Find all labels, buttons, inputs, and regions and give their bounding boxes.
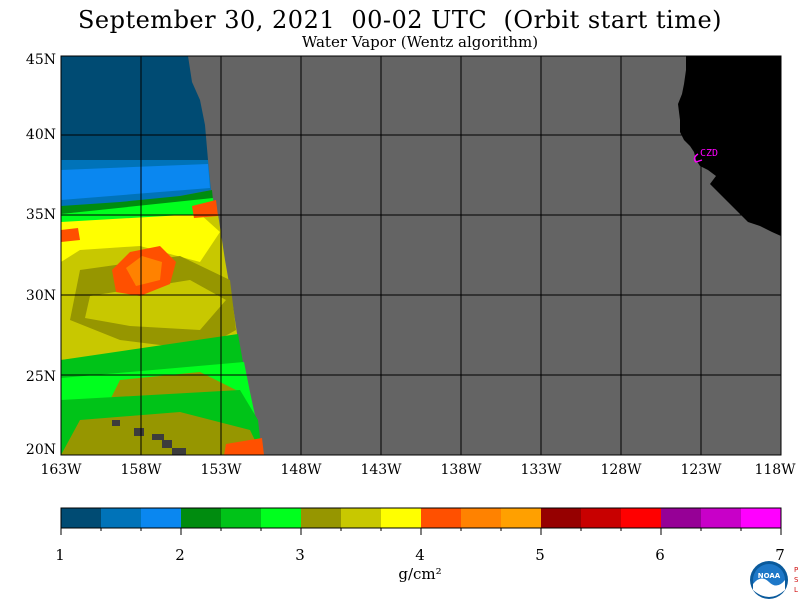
colorbar-swatch [301,508,341,528]
colorbar-swatch [101,508,141,528]
colorbar-tick-label: 7 [775,546,785,564]
colorbar-swatch [141,508,181,528]
svg-text:L: L [794,586,798,594]
hawaiian-islands [112,420,186,455]
station-label: CZD [700,148,718,159]
colorbar [60,507,782,535]
colorbar-swatch [221,508,261,528]
svg-text:S: S [794,576,799,584]
lat-label: 30N [25,288,56,304]
colorbar-tick-label: 2 [175,546,185,564]
map-frame [60,55,782,456]
colorbar-swatch [421,508,461,528]
lon-label: 158W [120,462,162,478]
colorbar-swatch [741,508,781,528]
colorbar-tick-label: 1 [55,546,65,564]
station-marker: CZD [693,148,718,163]
lat-label: 20N [25,442,56,458]
colorbar-swatch [501,508,541,528]
lon-label: 133W [520,462,562,478]
lon-label: 118W [754,462,796,478]
colorbar-swatch [661,508,701,528]
colorbar-swatch [261,508,301,528]
satellite-swath [61,56,264,455]
colorbar-swatch [581,508,621,528]
lon-label: 163W [40,462,82,478]
svg-text:NOAA: NOAA [758,572,781,580]
lat-lon-grid [61,56,781,455]
colorbar-swatch [341,508,381,528]
lon-label: 153W [200,462,242,478]
colorbar-swatch [541,508,581,528]
lat-label: 25N [25,369,56,385]
colorbar-tick-label: 3 [295,546,305,564]
map-subtitle: Water Vapor (Wentz algorithm) [301,33,539,51]
colorbar-swatch [61,508,101,528]
colorbar-swatch [701,508,741,528]
noaa-logo: NOAA P S L [750,561,799,599]
lat-label: 45N [25,52,56,68]
colorbar-tick-label: 6 [655,546,665,564]
svg-text:P: P [794,566,798,574]
colorbar-tick-label: 5 [535,546,545,564]
colorbar-swatch [181,508,221,528]
map-title: September 30, 2021 00-02 UTC (Orbit star… [77,6,723,34]
colorbar-units: g/cm² [398,565,442,583]
north-america-land [678,56,781,236]
colorbar-swatch [621,508,661,528]
colorbar-swatch [381,508,421,528]
lat-label: 35N [25,207,56,223]
colorbar-swatch [461,508,501,528]
lon-label: 143W [360,462,402,478]
lon-label: 138W [440,462,482,478]
lat-label: 40N [25,127,56,143]
colorbar-tick-label: 4 [415,546,425,564]
lon-label: 128W [600,462,642,478]
lon-label: 148W [280,462,322,478]
lon-label: 123W [680,462,722,478]
